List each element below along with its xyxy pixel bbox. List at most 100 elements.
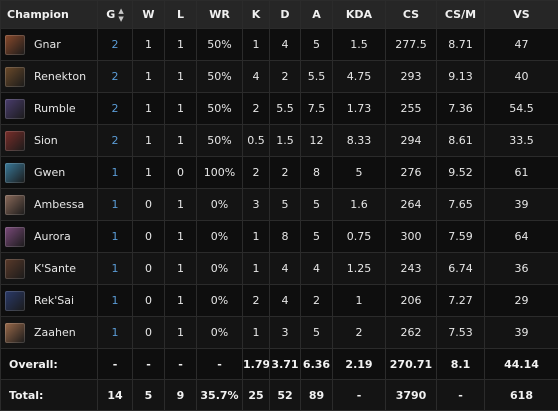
column-header-winrate[interactable]: WR bbox=[197, 1, 243, 29]
champion-cell[interactable]: Aurora bbox=[1, 221, 98, 253]
champion-portrait-icon bbox=[5, 195, 25, 215]
cspm-cell: 9.13 bbox=[437, 61, 485, 93]
games-cell[interactable]: 1 bbox=[98, 253, 133, 285]
deaths-cell: 8 bbox=[270, 221, 301, 253]
champion-name: Sion bbox=[34, 134, 58, 147]
total-kills: 25 bbox=[243, 380, 270, 411]
games-cell[interactable]: 2 bbox=[98, 61, 133, 93]
games-cell[interactable]: 1 bbox=[98, 189, 133, 221]
assists-cell: 2 bbox=[301, 285, 333, 317]
vs-cell: 33.5 bbox=[485, 125, 558, 157]
column-header-cs[interactable]: CS bbox=[386, 1, 437, 29]
champion-cell[interactable]: Gnar bbox=[1, 29, 98, 61]
champion-cell-content: Zaahen bbox=[5, 323, 97, 343]
champion-name: Zaahen bbox=[34, 326, 76, 339]
cs-cell: 262 bbox=[386, 317, 437, 349]
column-header-cspm[interactable]: CS/M bbox=[437, 1, 485, 29]
champion-portrait-icon bbox=[5, 67, 25, 87]
wins-cell: 0 bbox=[133, 189, 165, 221]
column-header-winrate-label: WR bbox=[209, 8, 230, 21]
column-header-assists-label: A bbox=[312, 8, 321, 21]
deaths-cell: 4 bbox=[270, 285, 301, 317]
winrate-cell: 50% bbox=[197, 61, 243, 93]
wins-cell: 1 bbox=[133, 157, 165, 189]
column-header-losses[interactable]: L bbox=[165, 1, 197, 29]
column-header-wins-label: W bbox=[142, 8, 154, 21]
losses-cell: 1 bbox=[165, 221, 197, 253]
champion-portrait-icon bbox=[5, 99, 25, 119]
losses-cell: 1 bbox=[165, 189, 197, 221]
total-deaths: 52 bbox=[270, 380, 301, 411]
column-header-kda-label: KDA bbox=[346, 8, 372, 21]
wins-cell: 0 bbox=[133, 221, 165, 253]
column-header-cs-label: CS bbox=[403, 8, 419, 21]
winrate-cell: 0% bbox=[197, 317, 243, 349]
champion-cell[interactable]: Zaahen bbox=[1, 317, 98, 349]
champion-cell[interactable]: Ambessa bbox=[1, 189, 98, 221]
total-assists: 89 bbox=[301, 380, 333, 411]
vs-cell: 61 bbox=[485, 157, 558, 189]
cspm-cell: 7.53 bbox=[437, 317, 485, 349]
kills-cell: 4 bbox=[243, 61, 270, 93]
assists-cell: 5 bbox=[301, 189, 333, 221]
deaths-cell: 2 bbox=[270, 61, 301, 93]
deaths-cell: 5.5 bbox=[270, 93, 301, 125]
vs-cell: 54.5 bbox=[485, 93, 558, 125]
column-header-kda[interactable]: KDA bbox=[333, 1, 386, 29]
champion-cell-content: K'Sante bbox=[5, 259, 97, 279]
assists-cell: 7.5 bbox=[301, 93, 333, 125]
column-header-assists[interactable]: A bbox=[301, 1, 333, 29]
kda-cell: 0.75 bbox=[333, 221, 386, 253]
cspm-cell: 7.27 bbox=[437, 285, 485, 317]
champion-cell[interactable]: K'Sante bbox=[1, 253, 98, 285]
kda-cell: 1.25 bbox=[333, 253, 386, 285]
champion-cell[interactable]: Renekton bbox=[1, 61, 98, 93]
kda-cell: 8.33 bbox=[333, 125, 386, 157]
games-cell[interactable]: 1 bbox=[98, 157, 133, 189]
losses-cell: 1 bbox=[165, 285, 197, 317]
games-cell[interactable]: 1 bbox=[98, 285, 133, 317]
total-cs: 3790 bbox=[386, 380, 437, 411]
games-cell[interactable]: 1 bbox=[98, 221, 133, 253]
winrate-cell: 50% bbox=[197, 125, 243, 157]
column-header-deaths[interactable]: D bbox=[270, 1, 301, 29]
vs-cell: 64 bbox=[485, 221, 558, 253]
wins-cell: 0 bbox=[133, 285, 165, 317]
winrate-cell: 0% bbox=[197, 253, 243, 285]
overall-assists: 6.36 bbox=[301, 349, 333, 380]
champion-cell-content: Aurora bbox=[5, 227, 97, 247]
games-cell[interactable]: 2 bbox=[98, 125, 133, 157]
cs-cell: 264 bbox=[386, 189, 437, 221]
cs-cell: 276 bbox=[386, 157, 437, 189]
champion-cell[interactable]: Rek'Sai bbox=[1, 285, 98, 317]
assists-cell: 5.5 bbox=[301, 61, 333, 93]
cspm-cell: 7.36 bbox=[437, 93, 485, 125]
column-header-wins[interactable]: W bbox=[133, 1, 165, 29]
games-cell[interactable]: 1 bbox=[98, 317, 133, 349]
champion-portrait-icon bbox=[5, 259, 25, 279]
column-header-kills[interactable]: K bbox=[243, 1, 270, 29]
assists-cell: 12 bbox=[301, 125, 333, 157]
champion-cell[interactable]: Gwen bbox=[1, 157, 98, 189]
total-vs: 618 bbox=[485, 380, 558, 411]
sort-updown-icon[interactable]: ▲▼ bbox=[118, 7, 123, 23]
kda-cell: 5 bbox=[333, 157, 386, 189]
column-header-games[interactable]: G▲▼ bbox=[98, 1, 133, 29]
cs-cell: 293 bbox=[386, 61, 437, 93]
champion-portrait-icon bbox=[5, 35, 25, 55]
column-header-vs[interactable]: VS bbox=[485, 1, 558, 29]
losses-cell: 1 bbox=[165, 317, 197, 349]
kills-cell: 2 bbox=[243, 93, 270, 125]
champion-cell[interactable]: Sion bbox=[1, 125, 98, 157]
assists-cell: 8 bbox=[301, 157, 333, 189]
champion-cell[interactable]: Rumble bbox=[1, 93, 98, 125]
champion-cell-content: Sion bbox=[5, 131, 97, 151]
games-cell[interactable]: 2 bbox=[98, 93, 133, 125]
column-header-champion[interactable]: Champion bbox=[1, 1, 98, 29]
overall-vs: 44.14 bbox=[485, 349, 558, 380]
games-cell[interactable]: 2 bbox=[98, 29, 133, 61]
